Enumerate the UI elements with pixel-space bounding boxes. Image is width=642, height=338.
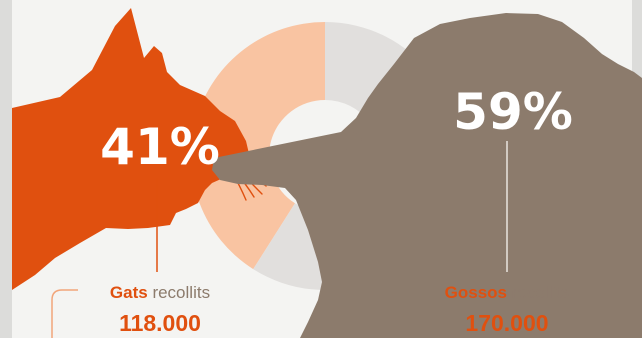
- cat-silhouette-icon: [12, 8, 250, 290]
- left-frame: [0, 0, 12, 338]
- dogs-label: Gossos recollits: [445, 283, 570, 302]
- cats-count: 118.000: [119, 310, 201, 336]
- donut-slice-cats: [190, 22, 325, 270]
- dog-silhouette-icon: [212, 13, 642, 338]
- cats-percentage-label: 41%: [100, 118, 220, 176]
- cats-bracket-line: [51, 289, 78, 338]
- dogs-count: 170.000: [465, 310, 548, 336]
- dog-nose: [338, 132, 362, 150]
- dogs-percentage-label: 59%: [453, 83, 573, 141]
- cats-label: Gats recollits: [110, 283, 210, 302]
